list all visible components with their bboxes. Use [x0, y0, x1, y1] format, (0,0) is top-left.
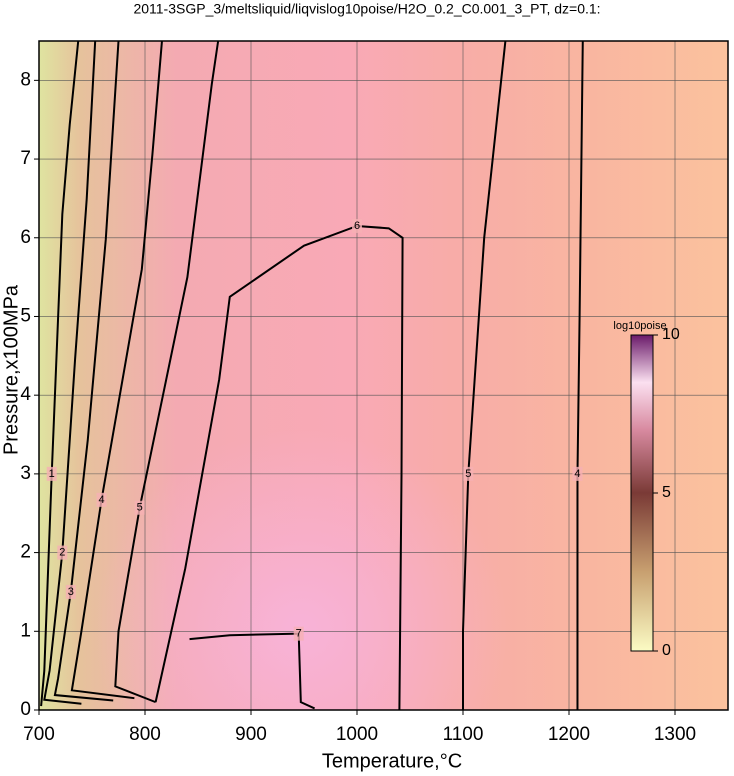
contour-label-bg	[96, 492, 107, 507]
contour-label: 2	[59, 546, 65, 558]
x-tick-label: 1100	[443, 724, 484, 745]
y-tick-label: 8	[20, 69, 31, 90]
colorbar-tick-label: 0	[662, 642, 671, 659]
field-glow	[39, 41, 728, 710]
colorbar-tick-label: 10	[662, 326, 680, 343]
contour-label: 5	[137, 502, 143, 514]
contour-label-bg	[463, 466, 474, 481]
contour-label: 6	[354, 220, 360, 232]
x-tick-label: 900	[235, 724, 267, 745]
contour-label-bg	[65, 584, 76, 599]
y-tick-label: 4	[20, 384, 31, 405]
contour-label-bg	[46, 466, 57, 481]
chart-title: 2011-3SGP_3/meltsliquid/liqvislog10poise…	[133, 1, 600, 17]
contour-label-bg	[293, 626, 304, 641]
y-tick-label: 2	[20, 542, 31, 563]
x-axis-label: Temperature,°C	[322, 750, 462, 772]
x-tick-label: 800	[129, 724, 161, 745]
frame	[38, 40, 729, 711]
contour-label: 4	[98, 494, 104, 506]
y-tick-label: 1	[20, 620, 31, 641]
plot: 1 2 3 4 5 6 7 5 4	[38, 40, 728, 711]
x-tick-label: 1000	[336, 724, 378, 745]
contour-label-bg	[352, 218, 362, 233]
colorbar	[630, 334, 654, 652]
contour-label: 7	[296, 628, 302, 640]
contour-label: 3	[68, 586, 74, 598]
contour-label-bg	[57, 545, 68, 560]
contour-line	[40, 40, 80, 707]
y-tick-label: 7	[20, 148, 31, 169]
y-tick-label: 6	[20, 227, 31, 248]
x-tick-label: 1200	[548, 724, 590, 745]
x-tick-label: 1300	[654, 724, 696, 745]
contour-label-bg	[134, 500, 145, 515]
y-axis-label: Pressure,x100MPa	[0, 284, 22, 455]
colorbar-label: log10poise	[613, 320, 666, 332]
colorbar-tick-label: 5	[662, 484, 671, 501]
y-tick-label: 5	[20, 305, 31, 326]
contour-label: 5	[465, 468, 471, 480]
contour-label-bg	[572, 466, 583, 481]
contour-line	[154, 224, 404, 711]
y-tick-label: 0	[20, 699, 31, 720]
contour-label: 1	[49, 468, 55, 480]
contour-label: 4	[574, 468, 580, 480]
contour-line	[576, 40, 584, 710]
y-tick-label: 3	[20, 463, 31, 484]
x-tick-label: 700	[23, 724, 55, 745]
